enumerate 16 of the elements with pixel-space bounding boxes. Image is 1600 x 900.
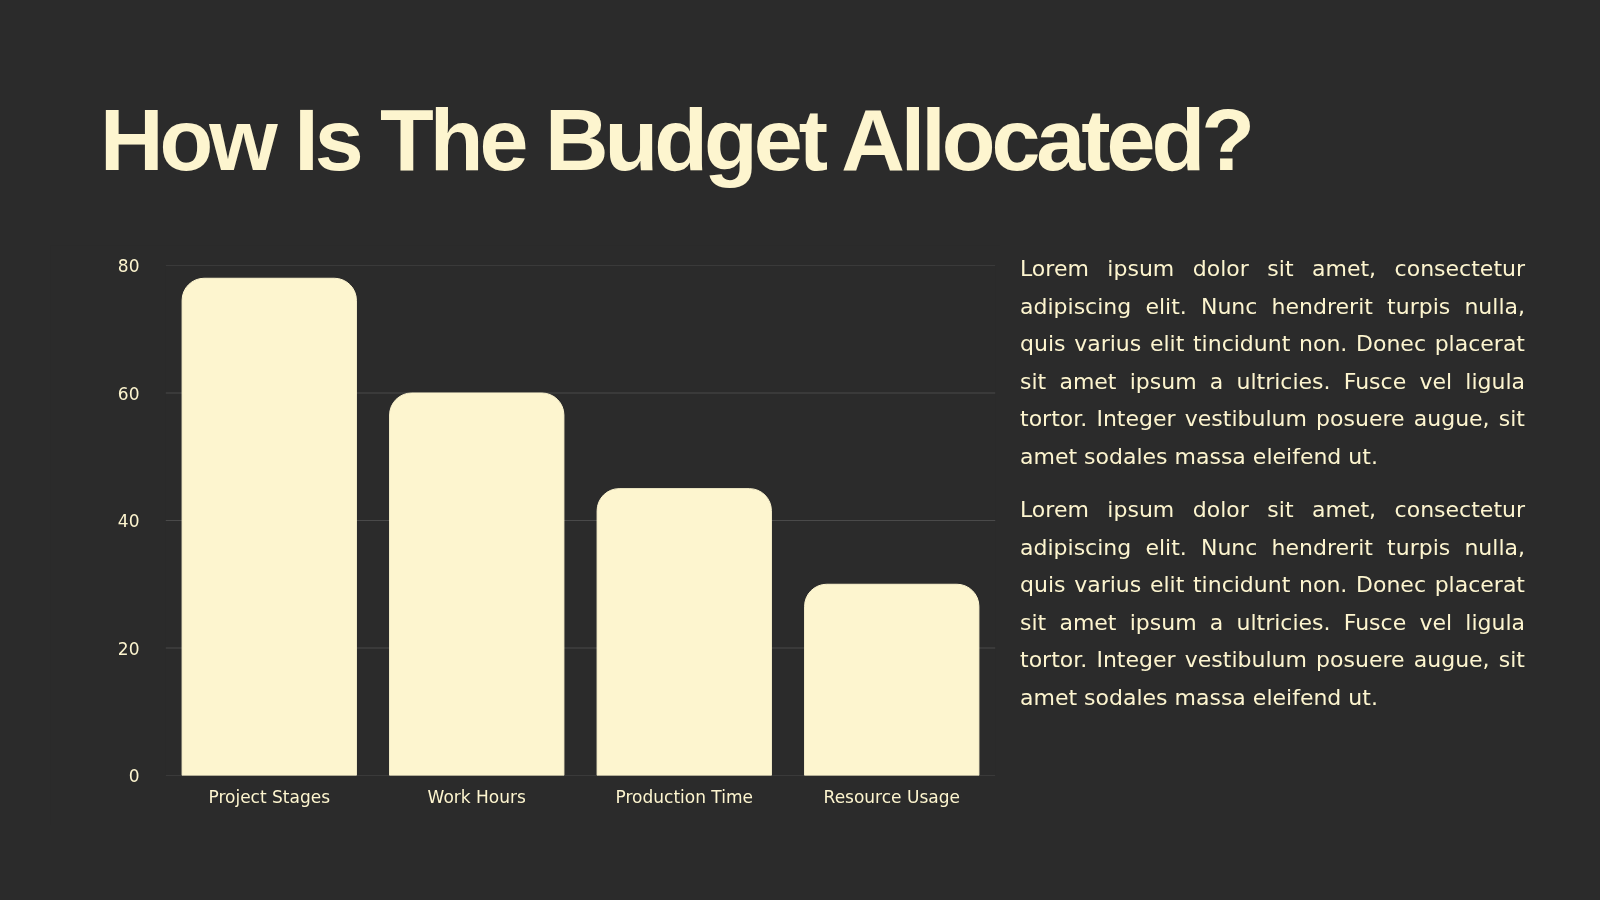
x-tick-label: Project Stages — [208, 786, 331, 807]
x-tick-label: Resource Usage — [823, 786, 960, 807]
text: Lorem ipsum dolor sit amet, consectetur adipiscing elit. Nunc hendrerit turpis nulla, quis varius elit tincidunt non. Donec placerat sit amet ipsum a ultricies. Fusce vel ligula tortor. Integer vestibulum posuere augue, sit amet sodales massa eleifend ut. — [1020, 255, 1525, 471]
text: Lorem ipsum dolor sit amet, consectetur adipiscing elit. Nunc hendrerit turpis nulla, quis varius elit tincidunt non. Donec placerat sit amet ipsum a ultricies. Fusce vel ligula tortor. Integer vestibulum posuere augue, sit amet sodales massa eleifend ut. — [1020, 496, 1525, 712]
y-tick-label: 60 — [117, 383, 140, 404]
bar — [181, 277, 357, 776]
y-tick-label: 0 — [128, 766, 140, 786]
x-tick-label: Work Hours — [427, 786, 527, 807]
chart-title: How Is The Budget Allocated? — [100, 90, 1252, 190]
y-tick-label: 40 — [117, 511, 140, 531]
bar — [389, 392, 565, 776]
bar — [804, 583, 980, 776]
y-tick-label: 80 — [117, 256, 140, 276]
x-tick-label: Production Time — [615, 786, 753, 807]
bar — [596, 488, 772, 776]
y-tick-label: 20 — [117, 638, 140, 659]
